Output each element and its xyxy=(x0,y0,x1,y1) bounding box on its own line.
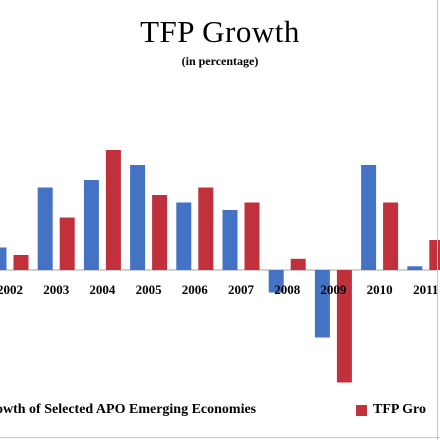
x-tick-label-2002: 2002 xyxy=(0,282,23,297)
x-tick-label-2009: 2009 xyxy=(320,282,347,297)
x-tick-label-2007: 2007 xyxy=(228,282,255,297)
bar-series1-2010 xyxy=(361,165,377,270)
frame-bottom-edge xyxy=(0,437,440,438)
frame-right-edge xyxy=(437,0,438,440)
bar-series2-2008 xyxy=(290,258,306,271)
bar-series2-2003 xyxy=(59,217,75,270)
bar-series2-2006 xyxy=(198,187,214,270)
bar-series1-2005 xyxy=(130,165,146,270)
bar-series2-2010 xyxy=(383,202,399,270)
legend-swatch-tfp-growth xyxy=(356,404,367,416)
bar-series1-2006 xyxy=(176,202,192,270)
chart-subtitle: (in percentage) xyxy=(181,54,259,68)
legend-label-selected-apo: owth of Selected APO Emerging Economies xyxy=(0,402,257,417)
bar-series2-2004 xyxy=(105,150,121,270)
bar-series2-2007 xyxy=(244,202,260,270)
x-tick-label-2011: 2011 xyxy=(413,282,438,297)
bar-series2-2005 xyxy=(152,195,168,270)
legend-item-tfp-growth: TFP Gro xyxy=(356,400,426,420)
x-tick-label-2010: 2010 xyxy=(367,282,393,297)
x-tick-label-2008: 2008 xyxy=(274,282,301,297)
x-tick-label-2006: 2006 xyxy=(182,282,209,297)
x-tick-label-2005: 2005 xyxy=(136,282,163,297)
legend-label-tfp-growth: TFP Gro xyxy=(373,402,427,417)
legend-item-selected-apo: owth of Selected APO Emerging Economies xyxy=(0,400,256,420)
bar-series1-2007 xyxy=(222,210,238,270)
x-tick-label-2003: 2003 xyxy=(43,282,70,297)
bar-series2-2011 xyxy=(429,240,440,270)
bar-series1-2003 xyxy=(37,187,53,270)
bar-series1-2008 xyxy=(268,270,284,293)
bar-series2-2009 xyxy=(336,270,352,383)
bar-series1-2009 xyxy=(314,270,330,338)
bar-series1-2002 xyxy=(0,247,7,270)
bar-series2-2002 xyxy=(13,255,29,270)
bar-series1-2004 xyxy=(83,180,99,270)
x-tick-label-2004: 2004 xyxy=(89,282,116,297)
bar-series1-2011 xyxy=(407,266,423,271)
chart-title: TFP Growth xyxy=(140,14,300,49)
